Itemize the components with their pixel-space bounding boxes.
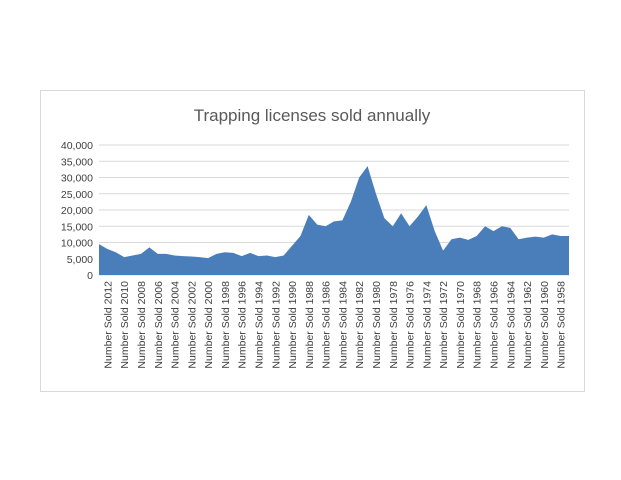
x-tick-label: Number Sold 1970: [455, 281, 467, 369]
x-tick-label: Number Sold 2000: [203, 281, 215, 369]
x-tick-label: Number Sold 1978: [388, 281, 400, 369]
y-tick-label: 5,000: [67, 254, 93, 266]
x-tick-label: Number Sold 1972: [438, 281, 450, 369]
x-tick-label: Number Sold 2012: [102, 281, 114, 369]
x-tick-label: Number Sold 1994: [253, 281, 265, 369]
x-tick-label: Number Sold 2008: [136, 281, 148, 369]
y-tick-label: 30,000: [61, 173, 93, 185]
x-tick-label: Number Sold 2010: [119, 281, 131, 369]
y-tick-label: 0: [87, 270, 93, 282]
x-axis: Number Sold 2012 Number Sold 2010 Number S…: [102, 281, 567, 369]
x-tick-label: Number Sold 1986: [321, 281, 333, 369]
x-tick-label: Number Sold 1974: [421, 281, 433, 369]
x-tick-label: Number Sold 1962: [522, 281, 534, 369]
y-axis: 0 5,000 10,000 15,000 20,000 25,000 30,000 35,0…: [61, 140, 93, 282]
x-tick-label: Number Sold 1990: [287, 281, 299, 369]
area-series: [99, 166, 569, 275]
y-tick-label: 15,000: [61, 221, 93, 233]
x-tick-label: Number Sold 1996: [237, 281, 249, 369]
chart-title: Trapping licenses sold annually: [194, 106, 431, 125]
x-tick-label: Number Sold 1966: [488, 281, 500, 369]
x-tick-label: Number Sold 1964: [505, 281, 517, 369]
y-tick-label: 10,000: [61, 238, 93, 250]
y-tick-label: 35,000: [61, 156, 93, 168]
chart: Trapping licenses sold annually 0 5,000 10…: [61, 106, 569, 369]
x-tick-label: Number Sold 2004: [170, 281, 182, 369]
x-tick-label: Number Sold 1984: [337, 281, 349, 369]
area-series-path: [99, 166, 569, 275]
x-tick-label: Number Sold 1988: [304, 281, 316, 369]
y-tick-label: 20,000: [61, 205, 93, 217]
x-tick-label: Number Sold 1980: [371, 281, 383, 369]
x-tick-label: Number Sold 2002: [186, 281, 198, 369]
x-tick-label: Number Sold 1960: [539, 281, 551, 369]
x-tick-label: Number Sold 1958: [556, 281, 568, 369]
y-tick-label: 25,000: [61, 189, 93, 201]
chart-frame: Trapping licenses sold annually 0 5,000 10…: [40, 90, 585, 392]
x-tick-label: Number Sold 1968: [472, 281, 484, 369]
x-tick-label: Number Sold 1976: [405, 281, 417, 369]
y-tick-label: 40,000: [61, 140, 93, 152]
x-tick-label: Number Sold 2006: [153, 281, 165, 369]
x-tick-label: Number Sold 1992: [270, 281, 282, 369]
x-tick-label: Number Sold 1982: [354, 281, 366, 369]
x-tick-label: Number Sold 1998: [220, 281, 232, 369]
